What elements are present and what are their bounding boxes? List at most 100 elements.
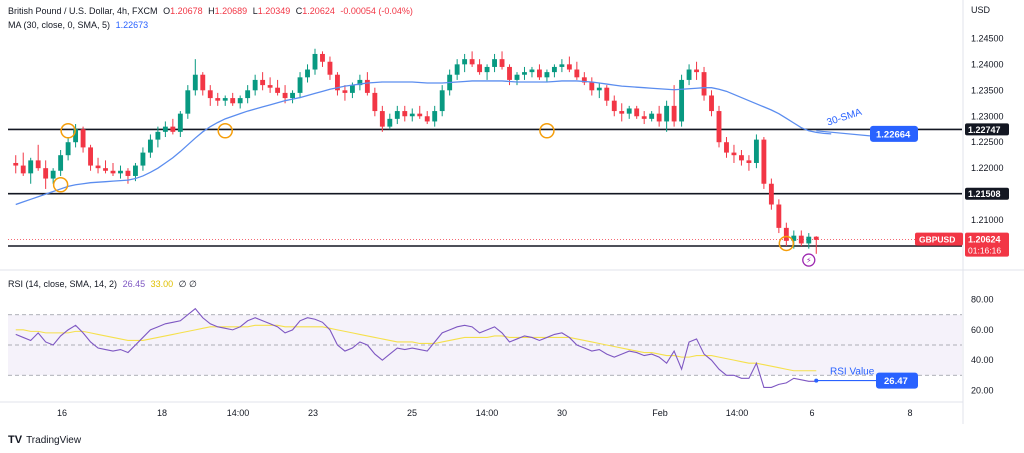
ohlc-close: 1.20624 bbox=[302, 6, 335, 16]
candle-body bbox=[604, 87, 610, 101]
candle-body bbox=[619, 111, 625, 114]
candle-body bbox=[574, 69, 580, 78]
candle-body bbox=[484, 66, 490, 73]
candle-body bbox=[671, 105, 677, 122]
ohlc-open-label: O bbox=[163, 6, 171, 16]
candle-body bbox=[170, 126, 176, 132]
candle-body bbox=[394, 111, 400, 119]
candle-body bbox=[50, 170, 56, 179]
rsi-line bbox=[15, 307, 817, 388]
candle-body bbox=[551, 66, 557, 73]
candle-body bbox=[357, 79, 363, 86]
price-tick-label: 1.23500 bbox=[971, 85, 1004, 95]
candle-body bbox=[65, 142, 71, 156]
candle-body bbox=[514, 74, 520, 80]
rsi-end-dot bbox=[814, 378, 819, 383]
level-price-text: 1.22747 bbox=[968, 125, 1001, 135]
symbol-tag bbox=[915, 232, 963, 246]
candle-body bbox=[28, 160, 34, 174]
candle-body bbox=[686, 69, 692, 80]
candle-body bbox=[43, 168, 49, 179]
tradingview-brand: TradingView bbox=[26, 434, 82, 446]
candle-body bbox=[327, 61, 333, 75]
symbol-title: British Pound / U.S. Dollar, 4h, FXCM bbox=[8, 6, 158, 16]
rsi-legend-value: 26.45 bbox=[122, 279, 146, 289]
price-tick-label: 1.21000 bbox=[971, 215, 1004, 225]
level-price-text: 1.21508 bbox=[968, 189, 1001, 199]
candle-body bbox=[739, 155, 744, 161]
candle-body bbox=[701, 72, 707, 96]
sma30-line bbox=[15, 80, 832, 206]
candle-body bbox=[140, 152, 146, 166]
touch-point-circle bbox=[60, 123, 76, 139]
price-tick-label: 1.24500 bbox=[971, 33, 1004, 43]
candle-body bbox=[761, 139, 767, 184]
ma-legend[interactable]: MA (30, close, 0, SMA, 5) 1.22673 bbox=[8, 20, 151, 30]
candle-body bbox=[806, 236, 812, 244]
touch-point-circle bbox=[217, 123, 233, 139]
candle-body bbox=[439, 90, 445, 112]
candle-body bbox=[432, 111, 438, 122]
rsi-value-text: 26.47 bbox=[884, 376, 908, 387]
candle-body bbox=[207, 90, 213, 99]
candle-body bbox=[185, 90, 191, 114]
chart-header-line1: British Pound / U.S. Dollar, 4h, FXCM O 1… bbox=[8, 6, 416, 16]
sma-label-text: 30-SMA bbox=[826, 107, 864, 129]
time-tick-label: 8 bbox=[907, 408, 912, 418]
price-tick-label: 1.24000 bbox=[971, 59, 1004, 69]
candle-body bbox=[626, 108, 632, 114]
candle-body bbox=[13, 162, 19, 166]
candle-body bbox=[80, 129, 86, 148]
candle-body bbox=[73, 129, 79, 143]
lightning-glyph: ⚡ bbox=[806, 256, 812, 265]
time-tick-label: 14:00 bbox=[227, 408, 250, 418]
sma-value-text: 1.22664 bbox=[876, 129, 911, 140]
rsi-ma-legend-value: 33.00 bbox=[150, 279, 174, 289]
candle-body bbox=[260, 79, 266, 86]
ohlc-close-label: C bbox=[295, 6, 303, 16]
touch-point-circle bbox=[539, 123, 555, 139]
current-price-tag bbox=[965, 232, 1009, 257]
candle-body bbox=[402, 111, 408, 117]
time-tick-label: 30 bbox=[557, 408, 567, 418]
candle-body bbox=[200, 74, 206, 91]
level-price-tag bbox=[965, 187, 1009, 200]
time-tick-label: 25 bbox=[407, 408, 417, 418]
candle-body bbox=[641, 116, 647, 119]
time-tick-label: 23 bbox=[308, 408, 318, 418]
candle-body bbox=[409, 113, 415, 117]
currency-label: USD bbox=[971, 5, 991, 15]
candle-body bbox=[282, 92, 288, 99]
candle-body bbox=[656, 113, 662, 122]
candle-body bbox=[215, 98, 221, 101]
ohlc-low: 1.20349 bbox=[257, 6, 291, 16]
candle-body bbox=[581, 77, 587, 83]
ohlc-change: -0.00054 (-0.04%) bbox=[340, 6, 413, 16]
candle-body bbox=[783, 227, 789, 241]
candle-body bbox=[469, 59, 475, 65]
ohlc-high-label: H bbox=[208, 6, 215, 16]
candle-body bbox=[522, 72, 527, 75]
candle-body bbox=[768, 183, 774, 205]
touch-point-circle bbox=[778, 235, 795, 252]
current-price-text: 1.20624 bbox=[968, 235, 1001, 245]
tradingview-logo[interactable]: TV TradingView bbox=[8, 434, 81, 446]
candle-body bbox=[417, 113, 423, 117]
candle-body bbox=[566, 64, 572, 70]
tradingview-logo-icon: TV bbox=[8, 434, 23, 446]
countdown-text: 01:16:16 bbox=[968, 246, 1001, 256]
rsi-legend[interactable]: RSI (14, close, SMA, 14, 2) 26.45 33.00 … bbox=[8, 279, 200, 290]
rsi-label-text: RSI Value bbox=[830, 367, 875, 378]
time-tick-label: 14:00 bbox=[726, 408, 749, 418]
rsi-value-box bbox=[876, 372, 918, 389]
candle-body bbox=[753, 139, 759, 163]
candle-body bbox=[372, 92, 378, 112]
candle-body bbox=[424, 116, 430, 122]
candle-body bbox=[95, 165, 101, 169]
candle-body bbox=[222, 98, 228, 101]
candle-body bbox=[776, 204, 782, 228]
candle-body bbox=[462, 59, 468, 65]
sma-value-box bbox=[870, 125, 918, 142]
candle-body bbox=[305, 69, 310, 78]
